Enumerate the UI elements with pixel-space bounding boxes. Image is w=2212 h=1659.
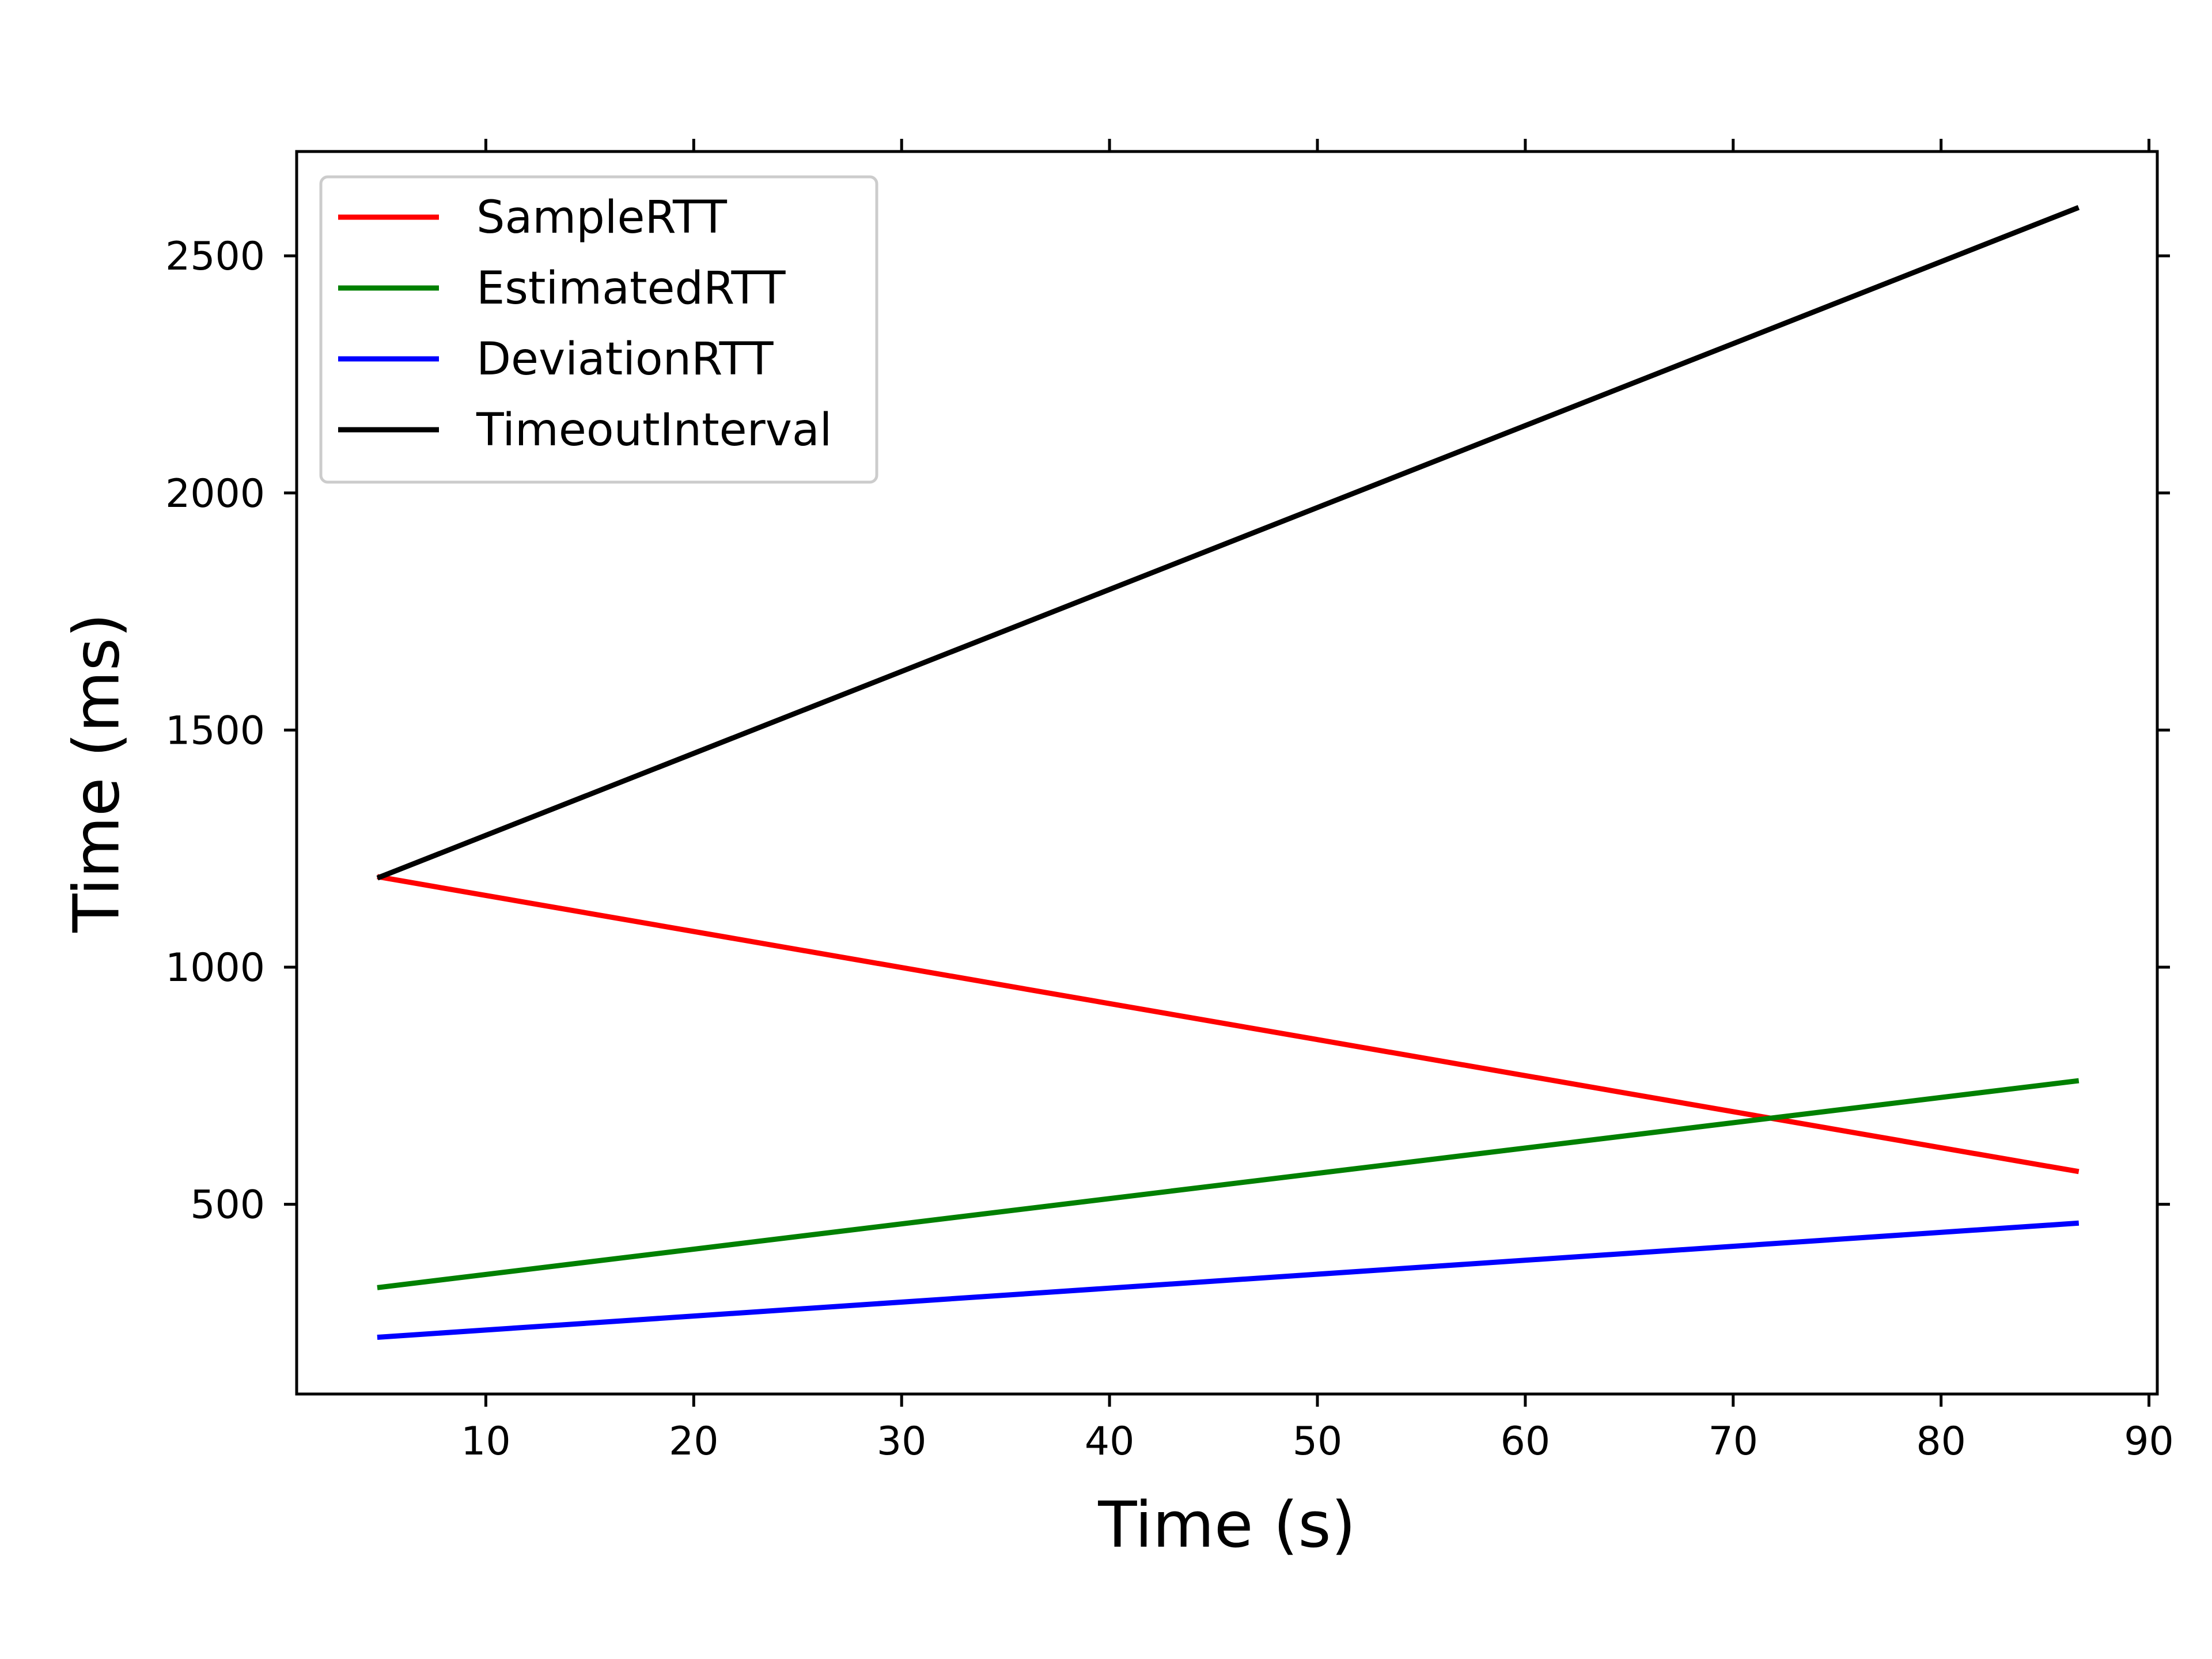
x-tick-label: 10 xyxy=(461,1419,511,1464)
series-line-timeoutinterval xyxy=(376,204,2080,881)
y-tick-label: 2500 xyxy=(165,234,265,279)
x-tick-label: 20 xyxy=(669,1419,719,1464)
legend-box xyxy=(319,175,878,484)
x-tick-label: 60 xyxy=(1501,1419,1551,1464)
x-tick-label: 80 xyxy=(1916,1419,1966,1464)
y-tick-label: 500 xyxy=(190,1183,265,1228)
legend-label-samplertt: SampleRTT xyxy=(476,192,727,244)
y-tick-label: 2000 xyxy=(165,471,265,517)
series-line-samplertt xyxy=(377,874,2080,1175)
legend: SampleRTT EstimatedRTT DeviationRTT Timeout… xyxy=(319,175,878,484)
legend-label-timeoutinterval: TimeoutInterval xyxy=(476,404,832,456)
axes-frame xyxy=(295,150,2159,1396)
series-layer xyxy=(376,204,2080,1340)
legend-label-deviationrtt: DeviationRTT xyxy=(476,334,774,385)
series-line-estimatedrtt xyxy=(377,1078,2080,1290)
y-axis-label: Time (ms) xyxy=(59,613,133,933)
series-line-deviationrtt xyxy=(377,1220,2080,1340)
x-tick-label: 30 xyxy=(877,1419,927,1464)
y-tick-label: 1500 xyxy=(165,708,265,753)
y-tick-label: 1000 xyxy=(165,945,265,991)
legend-label-estimatedrtt: EstimatedRTT xyxy=(476,263,786,315)
x-tick-label: 70 xyxy=(1709,1419,1759,1464)
ticks-layer: 10 20 30 40 50 60 70 80 90 500 1000 1500 2000 2500 xyxy=(165,139,2174,1464)
x-axis-label: Time (s) xyxy=(1097,1488,1355,1562)
x-tick-label: 90 xyxy=(2124,1419,2174,1464)
x-tick-label: 50 xyxy=(1293,1419,1343,1464)
x-tick-label: 40 xyxy=(1085,1419,1135,1464)
